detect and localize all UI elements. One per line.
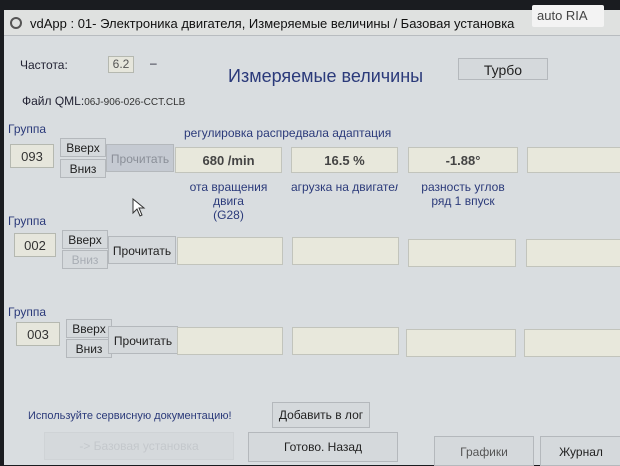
group-1-value-3: -1.88° bbox=[408, 147, 518, 173]
group-2-value-3 bbox=[408, 239, 516, 267]
graphs-button[interactable]: Графики bbox=[434, 436, 534, 466]
freq-dash: – bbox=[150, 56, 157, 70]
add-to-log-button[interactable]: Добавить в лог bbox=[272, 402, 370, 428]
group-3-number[interactable]: 003 bbox=[16, 322, 60, 346]
group-2-down-button[interactable]: Вниз bbox=[62, 250, 108, 269]
file-label: Файл QML:06J-906-026-CCT.CLB bbox=[22, 94, 186, 108]
group-2-read-button[interactable]: Прочитать bbox=[108, 236, 176, 264]
page-title: Измеряемые величины bbox=[228, 66, 424, 86]
group-3-down-button[interactable]: Вниз bbox=[66, 339, 112, 358]
group-2-label: Группа bbox=[8, 214, 47, 228]
title-bar: vdApp : 01- Электроника двигателя, Измер… bbox=[4, 10, 620, 36]
group-1-value-2: 16.5 % bbox=[291, 147, 398, 173]
group-3-read-button[interactable]: Прочитать bbox=[108, 326, 178, 354]
group-1-down-button[interactable]: Вниз bbox=[60, 159, 106, 178]
group-3-value-2 bbox=[292, 327, 399, 355]
group-1-value-1: 680 /min bbox=[175, 147, 282, 173]
group-2-value-1 bbox=[177, 237, 283, 265]
freq-label: Частота: bbox=[20, 58, 68, 72]
group-2-value-4 bbox=[526, 239, 620, 267]
group-1-read-button[interactable]: Прочитать bbox=[106, 144, 174, 172]
group-1-desc-3: разность углов ряд 1 впуск bbox=[421, 180, 505, 208]
group-3-up-button[interactable]: Вверх bbox=[66, 319, 112, 338]
mouse-cursor-icon bbox=[132, 198, 146, 217]
app-window: vdApp : 01- Электроника двигателя, Измер… bbox=[4, 10, 620, 466]
turbo-button[interactable]: Турбо bbox=[458, 58, 548, 80]
group-2-up-button[interactable]: Вверх bbox=[62, 230, 108, 249]
group-1-title: регулировка распредвала адаптация bbox=[184, 126, 392, 140]
freq-value: 6.2 bbox=[108, 56, 134, 73]
group-1-label: Группа bbox=[8, 122, 47, 136]
group-1-desc-1: ота вращения двига (G28) bbox=[189, 180, 268, 222]
group-2-number[interactable]: 002 bbox=[14, 233, 56, 257]
window-title: vdApp : 01- Электроника двигателя, Измер… bbox=[30, 16, 515, 31]
done-back-button[interactable]: Готово. Назад bbox=[248, 432, 398, 462]
group-1-up-button[interactable]: Вверх bbox=[60, 138, 106, 157]
group-1-value-4 bbox=[527, 147, 620, 173]
group-1-number[interactable]: 093 bbox=[10, 144, 54, 168]
journal-button[interactable]: Журнал bbox=[540, 436, 620, 466]
group-3-value-4 bbox=[524, 329, 620, 357]
group-3-value-1 bbox=[177, 327, 283, 355]
group-3-label: Группа bbox=[8, 305, 47, 319]
group-2-value-2 bbox=[292, 237, 399, 265]
app-icon bbox=[10, 17, 22, 29]
watermark-logo: auto RIA bbox=[532, 5, 604, 27]
service-doc-notice: Используйте сервисную документацию! bbox=[28, 410, 232, 422]
group-1-desc-2: агрузка на двигател bbox=[291, 180, 398, 194]
basic-setting-button[interactable]: -> Базовая установка bbox=[44, 432, 234, 460]
group-3-value-3 bbox=[406, 329, 516, 357]
